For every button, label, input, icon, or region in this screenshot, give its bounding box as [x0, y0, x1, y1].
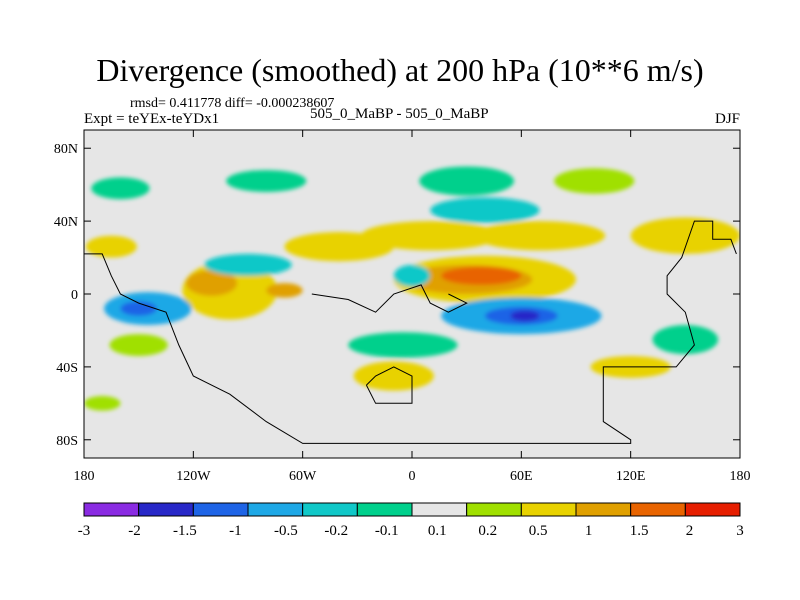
- colorbar-swatch: [466, 502, 522, 517]
- colorbar-swatch: [411, 502, 468, 517]
- map-axes: 80N 40N 0 40S 80S 180 120W 60W 0 60E 120E 180: [54, 130, 751, 484]
- contour-blob: [554, 168, 635, 194]
- coastline-path: [365, 366, 413, 404]
- lon-tick-label: 0: [409, 469, 416, 484]
- colorbar-label: -1: [229, 523, 242, 539]
- colorbar-label: 0.2: [478, 523, 497, 539]
- contour-blob: [348, 332, 458, 358]
- colorbar-swatch: [138, 502, 194, 517]
- lon-tick-label: 180: [730, 469, 751, 484]
- colorbar-label: 3: [736, 523, 744, 539]
- lon-tick-label: 60W: [289, 469, 317, 484]
- colorbar-swatch: [302, 502, 358, 517]
- contour-blob: [91, 177, 150, 200]
- contour-blob: [84, 396, 121, 411]
- contour-blob: [120, 301, 157, 316]
- case-label: 505_0_MaBP - 505_0_MaBP: [310, 106, 489, 122]
- contour-blob: [353, 361, 434, 391]
- colorbar: -3 -2 -1.5 -1 -0.5 -0.2 -0.1 0.1 0.2 0.5 1 1.5 2 3: [78, 502, 744, 539]
- colorbar-label: 0.1: [428, 523, 447, 539]
- colorbar-label: -0.1: [375, 523, 399, 539]
- colorbar-label: 2: [686, 523, 694, 539]
- season-label: DJF: [714, 111, 740, 127]
- contour-blob: [226, 170, 307, 192]
- colorbar-swatch: [247, 502, 304, 517]
- contour-blob: [85, 235, 137, 258]
- colorbar-swatch: [83, 502, 140, 517]
- colorbar-label: -2: [128, 523, 141, 539]
- colorbar-label: 1: [585, 523, 593, 539]
- colorbar-swatch: [356, 502, 413, 517]
- colorbar-label: -0.5: [274, 523, 298, 539]
- lat-tick-label: 80N: [54, 142, 78, 157]
- lon-tick-label: 60E: [510, 469, 533, 484]
- contour-blob: [652, 324, 719, 355]
- lat-tick-label: 40N: [54, 215, 78, 230]
- lon-tick-label: 120W: [176, 469, 211, 484]
- colorbar-label: 1.5: [630, 523, 649, 539]
- contour-blob: [186, 270, 238, 296]
- coastline-path: [311, 284, 468, 313]
- colorbar-label: 0.5: [529, 523, 548, 539]
- map-background: [84, 130, 740, 458]
- contour-blob: [419, 166, 515, 196]
- colorbar-swatch: [630, 502, 686, 517]
- coastline: [84, 220, 737, 444]
- colorbar-label: -3: [78, 523, 91, 539]
- contour-blob: [510, 310, 540, 322]
- contour-blob: [266, 283, 303, 298]
- experiment-label: Expt = teYEx-teYDx1: [84, 111, 220, 127]
- contour-blob: [473, 221, 606, 251]
- coastline-path: [84, 220, 737, 444]
- contour-blob: [393, 264, 431, 287]
- contour-blob: [204, 253, 292, 276]
- lon-tick-label: 120E: [616, 469, 646, 484]
- plot-title: Divergence (smoothed) at 200 hPa (10**6 …: [96, 52, 704, 88]
- contour-blob: [109, 334, 168, 356]
- stats-text: rmsd= 0.411778 diff= -0.000238607: [130, 96, 335, 111]
- lat-tick-label: 0: [71, 288, 78, 303]
- lat-tick-label: 80S: [56, 434, 78, 449]
- contour-blob: [360, 221, 500, 251]
- contour-fields: [84, 166, 740, 411]
- lon-tick-label: 180: [74, 469, 95, 484]
- colorbar-swatch: [520, 502, 577, 517]
- lat-tick-label: 40S: [56, 361, 78, 376]
- colorbar-swatch: [684, 502, 741, 517]
- colorbar-swatch: [192, 502, 249, 517]
- contour-blob: [430, 197, 540, 223]
- colorbar-label: -1.5: [173, 523, 197, 539]
- contour-blob: [441, 266, 522, 285]
- colorbar-label: -0.2: [324, 523, 348, 539]
- colorbar-swatch: [575, 502, 632, 517]
